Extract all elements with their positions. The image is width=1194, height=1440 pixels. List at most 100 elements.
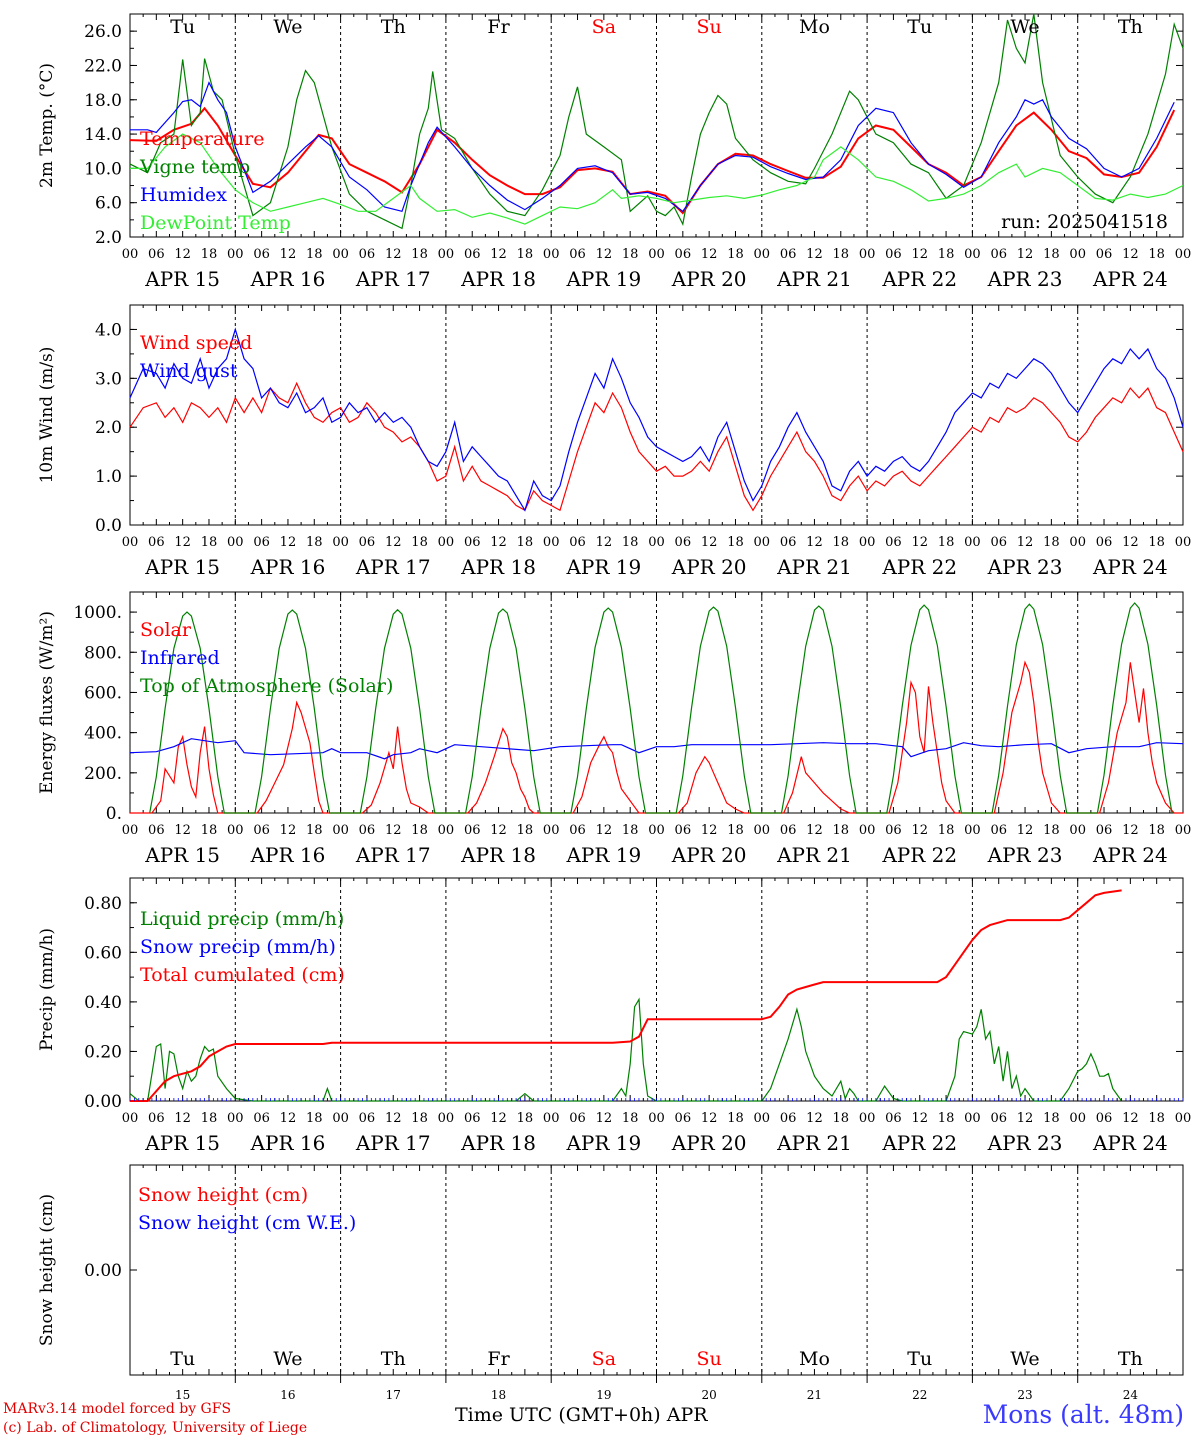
hour-label: 12 — [596, 1111, 613, 1126]
hour-label: 12 — [385, 823, 402, 838]
legend-entry: Temperature — [140, 128, 264, 150]
date-label: APR 19 — [565, 555, 641, 579]
hour-label: 06 — [569, 1111, 586, 1126]
hour-label: 12 — [280, 823, 297, 838]
y-tick-label: 2.0 — [95, 228, 122, 248]
day-number: 18 — [491, 1388, 506, 1402]
hour-label: 00 — [1069, 535, 1086, 550]
hour-label: 12 — [911, 247, 928, 262]
weekday-label: We — [273, 16, 302, 38]
hour-label: 00 — [754, 823, 771, 838]
hour-label: 18 — [306, 247, 323, 262]
hour-label: 00 — [648, 247, 665, 262]
hour-label: 06 — [569, 535, 586, 550]
hour-label: 00 — [438, 823, 455, 838]
hour-label: 06 — [569, 823, 586, 838]
weekday-label: Th — [381, 1348, 406, 1370]
hour-label: 12 — [280, 535, 297, 550]
weekday-label: Th — [381, 16, 406, 38]
hour-label: 00 — [964, 1111, 981, 1126]
hour-label: 18 — [938, 247, 955, 262]
series-line — [129, 381, 1184, 512]
date-label: APR 15 — [144, 1131, 220, 1155]
legend-entry: Solar — [140, 619, 192, 641]
hour-label: 18 — [833, 247, 850, 262]
hour-label: 00 — [1069, 823, 1086, 838]
hour-label: 00 — [648, 823, 665, 838]
hour-label: 06 — [885, 823, 902, 838]
weekday-label: Tu — [170, 1348, 195, 1370]
day-number: 17 — [386, 1388, 401, 1402]
hour-label: 12 — [701, 823, 718, 838]
hour-label: 12 — [806, 247, 823, 262]
hour-label: 00 — [227, 247, 244, 262]
hour-label: 18 — [411, 823, 428, 838]
hour-label: 12 — [490, 247, 507, 262]
y-tick-label: 18.0 — [84, 91, 122, 111]
date-label: APR 16 — [250, 843, 326, 867]
legend-entry: Snow height (cm W.E.) — [138, 1212, 356, 1234]
hour-label: 06 — [359, 535, 376, 550]
hour-label: 12 — [385, 247, 402, 262]
hour-label: 18 — [1043, 535, 1060, 550]
hour-label: 06 — [780, 823, 797, 838]
hour-label: 06 — [464, 247, 481, 262]
legend-entry: Snow height (cm) — [138, 1184, 308, 1206]
y-tick-label: 10.0 — [84, 159, 122, 179]
weekday-label: Su — [697, 16, 722, 38]
date-label: APR 22 — [881, 1131, 957, 1155]
hour-label: 18 — [411, 535, 428, 550]
hour-label: 18 — [727, 1111, 744, 1126]
date-label: APR 20 — [671, 1131, 747, 1155]
y-axis-label: Snow height (cm) — [37, 1194, 57, 1346]
hour-label: 00 — [438, 247, 455, 262]
plot-frame — [129, 13, 1184, 238]
hour-label: 00 — [964, 823, 981, 838]
hour-label: 06 — [359, 247, 376, 262]
panel-1: 2.0 6.0 10.0 14.0 18.0 22.0 26.0 2m Temp. (°C) T… — [37, 13, 1191, 291]
hour-label: 18 — [833, 535, 850, 550]
y-tick-label: 26.0 — [84, 22, 122, 42]
hour-label: 18 — [622, 1111, 639, 1126]
weekday-label: Fr — [487, 16, 510, 38]
hour-label: 06 — [990, 823, 1007, 838]
series-line — [129, 327, 1184, 512]
hour-label: 18 — [411, 1111, 428, 1126]
hour-label: 00 — [122, 823, 139, 838]
hour-label: 00 — [122, 1111, 139, 1126]
hour-label: 18 — [201, 535, 218, 550]
weekday-label: Tu — [907, 1348, 932, 1370]
hour-label: 18 — [517, 823, 534, 838]
hour-label: 00 — [859, 535, 876, 550]
hour-label: 12 — [174, 247, 191, 262]
hour-label: 12 — [911, 535, 928, 550]
hour-label: 18 — [201, 823, 218, 838]
legend-entry: DewPoint Temp — [140, 212, 291, 234]
day-number: 16 — [280, 1388, 295, 1402]
date-label: APR 23 — [987, 1131, 1063, 1155]
hour-label: 06 — [148, 823, 165, 838]
y-tick-label: 3.0 — [95, 369, 122, 389]
hour-label: 12 — [701, 535, 718, 550]
weekday-label: Mo — [799, 1348, 830, 1370]
hour-label: 06 — [675, 1111, 692, 1126]
weekday-label: Th — [1118, 16, 1143, 38]
y-axis-label: 10m Wind (m/s) — [37, 347, 57, 484]
date-label: APR 17 — [355, 843, 431, 867]
y-tick-label: 14.0 — [84, 125, 122, 145]
date-label: APR 15 — [144, 555, 220, 579]
day-number: 15 — [175, 1388, 190, 1402]
date-label: APR 16 — [250, 267, 326, 291]
legend-entry: Wind speed — [140, 332, 252, 354]
hour-label: 18 — [938, 1111, 955, 1126]
hour-label: 06 — [780, 1111, 797, 1126]
date-label: APR 21 — [776, 267, 852, 291]
hour-label: 18 — [622, 823, 639, 838]
hour-label: 06 — [148, 535, 165, 550]
y-tick-label: 2.0 — [95, 418, 122, 438]
legend-entry: Vigne temp — [139, 156, 250, 178]
date-label: APR 15 — [144, 267, 220, 291]
hour-label: 18 — [306, 823, 323, 838]
hour-label: 00 — [332, 247, 349, 262]
day-number: 20 — [702, 1388, 717, 1402]
